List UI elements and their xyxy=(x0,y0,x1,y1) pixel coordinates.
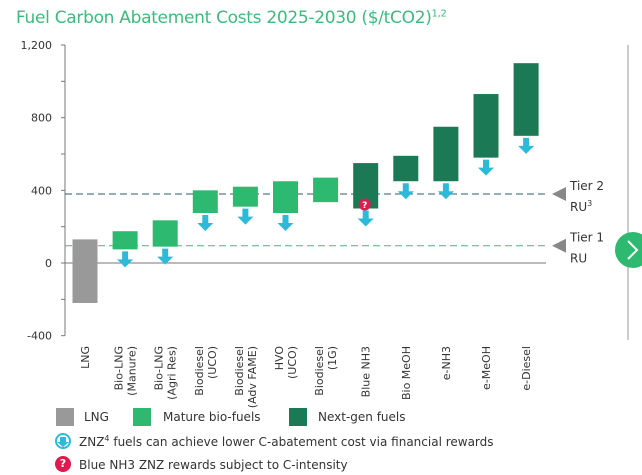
reward-arrow-icon xyxy=(117,251,134,268)
category-label: Biodiesel xyxy=(313,346,326,396)
category-label: Bio MeOH xyxy=(400,346,413,400)
bar-biodiesel-uco- xyxy=(192,190,218,214)
legend-mature: Mature bio-fuels xyxy=(163,410,261,424)
category-label: (1G) xyxy=(326,346,339,370)
legend-lng: LNG xyxy=(84,410,109,424)
reward-arrow-icon xyxy=(397,183,414,200)
bar-bio-meoh xyxy=(393,155,419,182)
legend-arrow-note: ZNZ4 fuels can achieve lower C-abatement… xyxy=(79,434,494,449)
y-tick-label: -400 xyxy=(27,330,52,343)
bar-e-nh3 xyxy=(433,126,459,182)
bar-lng xyxy=(72,239,98,303)
bar-bio-lng-agri-res- xyxy=(152,220,178,247)
znz-label: ZNZ xyxy=(79,435,105,449)
reference-marker-icon xyxy=(552,186,566,201)
bar-biodiesel-1g- xyxy=(313,177,339,203)
category-label: (Agri Res) xyxy=(166,346,179,400)
reward-arrow-icon xyxy=(478,159,494,176)
legend-question-note: Blue NH3 ZNZ rewards subject to C-intens… xyxy=(79,458,348,472)
category-label: e-MeOH xyxy=(480,346,493,390)
title-superscript: 1,2 xyxy=(431,8,447,20)
bar-biodiesel-adv-fame- xyxy=(232,186,258,207)
category-label: Blue NH3 xyxy=(360,346,373,397)
reward-arrow-icon xyxy=(237,208,254,225)
bar-bio-lng-manure- xyxy=(112,231,138,250)
next-slide-button[interactable] xyxy=(615,232,642,268)
category-label: (UCO) xyxy=(286,346,299,379)
category-label: Bio-LNG xyxy=(153,346,166,390)
legend-swatch-mature xyxy=(133,408,151,426)
y-tick-label: 400 xyxy=(31,184,52,197)
category-label: e-Diesel xyxy=(520,346,533,391)
reward-arrow-icon xyxy=(277,215,294,232)
category-label: Biodiesel xyxy=(233,346,246,396)
chart-title: Fuel Carbon Abatement Costs 2025-2030 ($… xyxy=(16,8,447,28)
category-label: e-NH3 xyxy=(440,346,453,380)
title-text: Fuel Carbon Abatement Costs 2025-2030 ($… xyxy=(16,8,432,28)
category-label: HVO xyxy=(273,346,286,371)
question-mark-icon xyxy=(358,198,371,211)
legend-swatch-lng xyxy=(56,408,74,426)
bar-e-meoh xyxy=(473,94,499,158)
category-label: LNG xyxy=(79,346,92,369)
reference-sublabel: RU xyxy=(570,252,587,266)
reward-arrow-icon xyxy=(157,248,174,265)
category-label: (Adv FAME) xyxy=(246,346,259,408)
y-tick-label: 0 xyxy=(45,257,52,270)
category-label: (UCO) xyxy=(206,346,219,379)
y-tick-label: 1,200 xyxy=(21,39,53,52)
legend-swatch-nextgen xyxy=(289,408,307,426)
reward-arrow-icon xyxy=(518,137,535,154)
question-legend-icon: ? xyxy=(55,456,71,472)
category-label: Bio-LNG xyxy=(113,346,126,390)
bar-hvo-uco- xyxy=(273,181,298,214)
reward-arrow-icon xyxy=(197,215,214,232)
reward-arrow-icon xyxy=(437,183,454,200)
question-mark-text: ? xyxy=(362,201,367,211)
reference-label: Tier 2 xyxy=(569,179,604,193)
y-tick-label: 800 xyxy=(31,112,52,125)
znz-sup: 4 xyxy=(104,434,110,443)
legend-nextgen: Next-gen fuels xyxy=(318,410,406,424)
reward-arrow-icon xyxy=(357,210,374,227)
reference-label: Tier 1 xyxy=(569,231,604,245)
chevron-right-icon xyxy=(627,240,639,260)
reference-sublabel: RU3 xyxy=(570,199,592,214)
category-label: (Manure) xyxy=(126,346,139,396)
category-label: Biodiesel xyxy=(193,346,206,396)
arrow-note-text: fuels can achieve lower C-abatement cost… xyxy=(113,435,494,449)
reward-arrow-legend-icon xyxy=(55,433,71,449)
reference-marker-icon xyxy=(552,238,566,253)
bar-e-diesel xyxy=(513,63,539,136)
